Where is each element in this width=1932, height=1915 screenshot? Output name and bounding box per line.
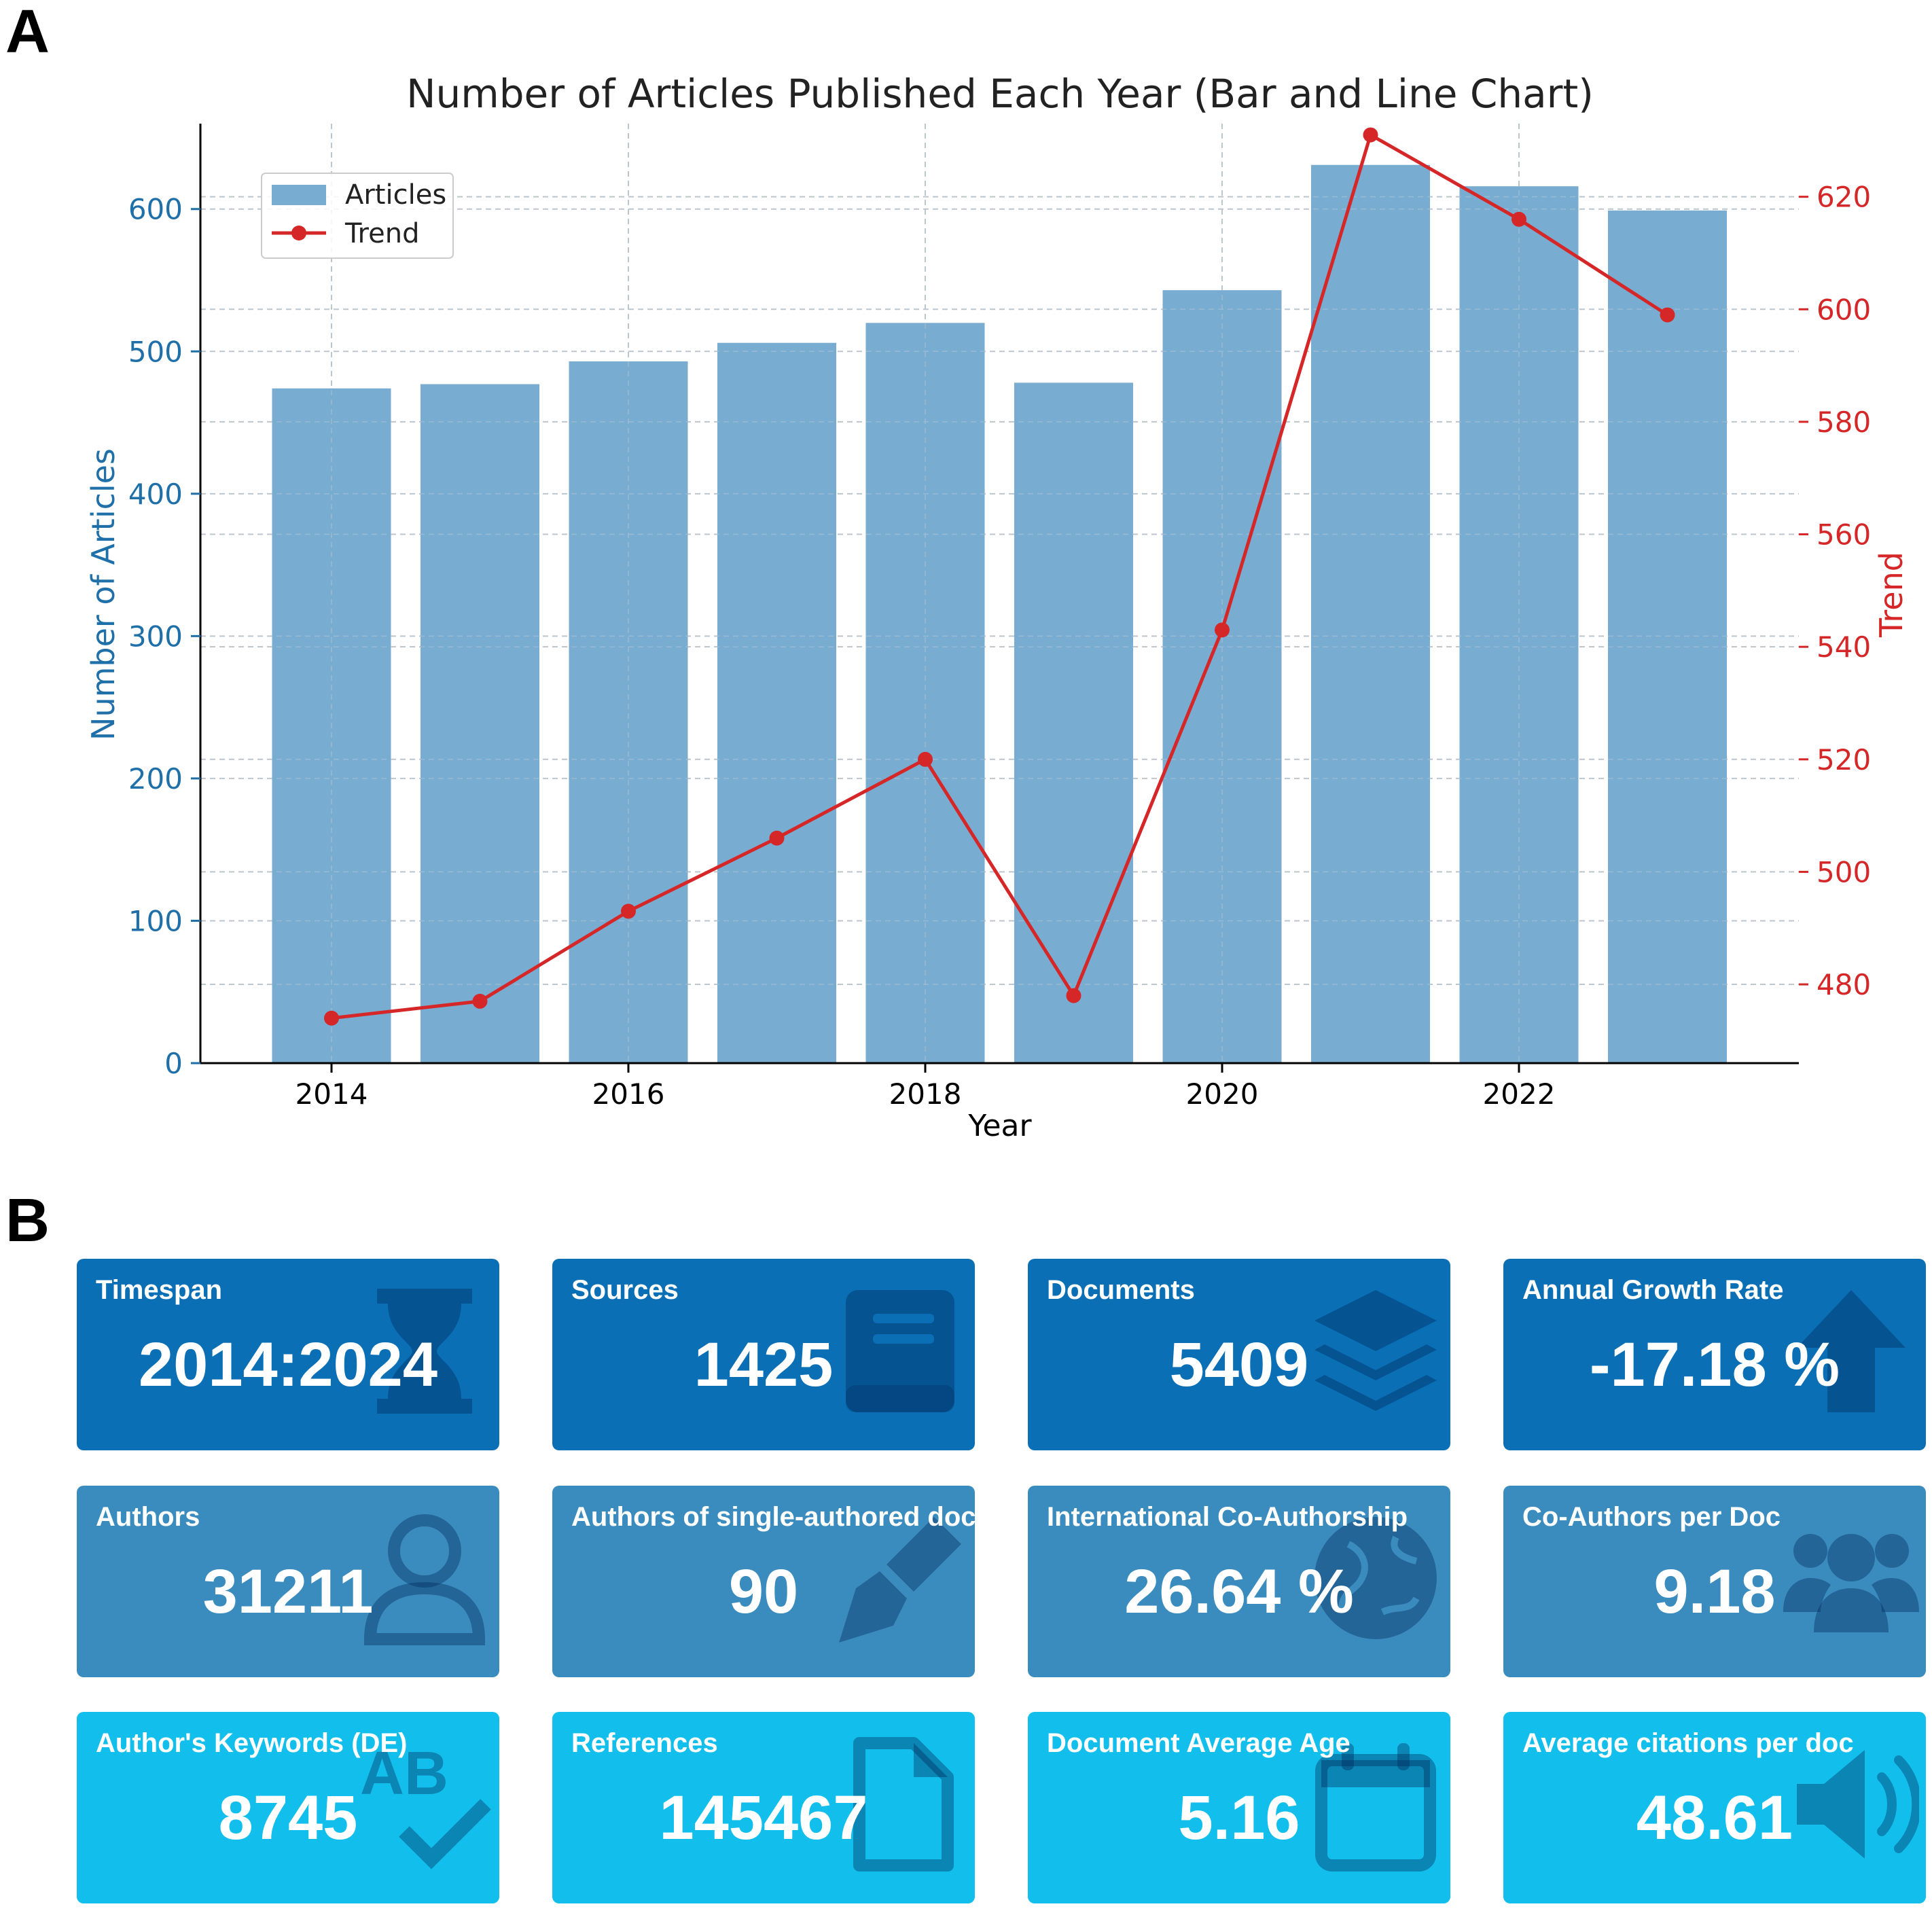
y-tick-label-right: 600 bbox=[1817, 293, 1871, 326]
stat-card-value: 90 bbox=[728, 1557, 799, 1626]
trend-point-2023 bbox=[1660, 307, 1675, 323]
x-axis-label: Year bbox=[967, 1109, 1032, 1143]
user-icon bbox=[357, 1510, 493, 1646]
y-tick-label-right: 540 bbox=[1817, 630, 1871, 664]
legend-label-trend: Trend bbox=[344, 218, 419, 249]
y-tick-label-left: 500 bbox=[128, 335, 183, 368]
y-axis-label-right: Trend bbox=[1873, 552, 1910, 638]
bar-2019 bbox=[1014, 382, 1133, 1063]
stat-card-documents: Documents 5409 bbox=[1028, 1259, 1450, 1450]
trend-point-2016 bbox=[621, 903, 636, 919]
trend-point-2022 bbox=[1511, 211, 1526, 227]
y-tick-label-left: 600 bbox=[128, 193, 183, 226]
trend-point-2020 bbox=[1215, 622, 1230, 638]
stat-card-label: Authors of single-authored docs bbox=[571, 1502, 975, 1532]
layers-icon bbox=[1308, 1283, 1444, 1419]
y-tick-label-right: 620 bbox=[1817, 181, 1871, 214]
file-icon bbox=[832, 1736, 968, 1872]
stat-card-label: Sources bbox=[571, 1275, 679, 1305]
book-icon bbox=[832, 1283, 968, 1419]
stat-card-value: 1425 bbox=[694, 1330, 834, 1399]
y-tick-label-right: 520 bbox=[1817, 743, 1871, 776]
y-tick-label-right: 560 bbox=[1817, 518, 1871, 552]
legend-swatch-articles bbox=[272, 185, 326, 205]
stat-card-label: Timespan bbox=[96, 1275, 222, 1305]
stat-card-label: Co-Authors per Doc bbox=[1522, 1502, 1781, 1532]
hourglass-icon bbox=[357, 1283, 493, 1419]
panel-label-b: B bbox=[5, 1187, 50, 1255]
bar-line-chart: 0 100 200 300 400 500 600 480 500 520 540 560 580 600… bbox=[85, 71, 1910, 1143]
stat-card-co-authors-per-doc: Co-Authors per Doc 9.18 bbox=[1503, 1486, 1926, 1677]
y-tick-label-left: 0 bbox=[164, 1047, 183, 1080]
panel-label-a: A bbox=[5, 0, 50, 66]
arrow-up-icon bbox=[1783, 1283, 1919, 1419]
stat-card-value: 145467 bbox=[659, 1783, 868, 1853]
stat-card-value: 31211 bbox=[202, 1557, 374, 1626]
stat-card-value: 48.61 bbox=[1636, 1783, 1793, 1853]
stat-card-value: -17.18 % bbox=[1589, 1330, 1840, 1399]
y-tick-label-right: 580 bbox=[1817, 406, 1871, 439]
stat-card-label: References bbox=[571, 1728, 718, 1758]
stat-card-value: 5409 bbox=[1169, 1330, 1309, 1399]
stat-card-value: 2014:2024 bbox=[139, 1330, 437, 1399]
svg-text:AB: AB bbox=[360, 1740, 448, 1808]
stat-card-value: 8745 bbox=[218, 1783, 358, 1853]
stat-card-authors: Authors 31211 bbox=[77, 1486, 499, 1677]
bar-2018 bbox=[865, 323, 985, 1063]
stat-card-label: Document Average Age bbox=[1047, 1728, 1350, 1758]
stat-card-label: Documents bbox=[1047, 1275, 1195, 1305]
users-icon bbox=[1783, 1510, 1919, 1646]
y-tick-label-right: 480 bbox=[1817, 968, 1871, 1001]
y-tick-label-left: 300 bbox=[128, 620, 183, 653]
stat-card-label: Annual Growth Rate bbox=[1522, 1275, 1784, 1305]
stat-card-label: Average citations per doc bbox=[1522, 1728, 1854, 1758]
stat-card-value: 26.64 % bbox=[1124, 1557, 1354, 1626]
stat-card-sources: Sources 1425 bbox=[552, 1259, 975, 1450]
x-tick-label: 2014 bbox=[296, 1077, 368, 1111]
pen-nib-icon bbox=[832, 1510, 968, 1646]
stat-card-author-s-keywords-de: AB Author's Keywords (DE) 8745 bbox=[77, 1712, 499, 1903]
y-tick-label-left: 200 bbox=[128, 762, 183, 795]
trend-point-2014 bbox=[324, 1010, 339, 1026]
bullhorn-icon bbox=[1783, 1736, 1922, 1872]
spell-check-icon: AB bbox=[357, 1736, 493, 1872]
chart-title: Number of Articles Published Each Year (… bbox=[406, 71, 1594, 117]
stat-card-label: Author's Keywords (DE) bbox=[96, 1728, 408, 1758]
stat-card-timespan: Timespan 2014:2024 bbox=[77, 1259, 499, 1450]
x-tick-label: 2016 bbox=[592, 1077, 665, 1111]
y-tick-label-left: 100 bbox=[128, 904, 183, 937]
trend-point-2019 bbox=[1066, 988, 1081, 1003]
x-tick-label: 2022 bbox=[1483, 1077, 1556, 1111]
legend-label-articles: Articles bbox=[345, 179, 446, 211]
trend-line bbox=[331, 132, 1668, 1020]
stat-card-label: International Co-Authorship bbox=[1047, 1502, 1408, 1532]
trend-point-2015 bbox=[472, 993, 488, 1009]
stat-card-international-co-authorship: International Co-Authorship 26.64 % bbox=[1028, 1486, 1450, 1677]
stat-card-references: References 145467 bbox=[552, 1712, 975, 1903]
stat-card-value: 5.16 bbox=[1178, 1783, 1300, 1853]
stat-card-authors-of-single-authored-docs: Authors of single-authored docs 90 bbox=[552, 1486, 975, 1677]
x-tick-label: 2020 bbox=[1186, 1077, 1259, 1111]
globe-icon bbox=[1308, 1510, 1444, 1646]
stat-card-value: 9.18 bbox=[1653, 1557, 1776, 1626]
y-axis-label-left: Number of Articles bbox=[85, 448, 122, 740]
x-tick-label: 2018 bbox=[889, 1077, 962, 1111]
legend-swatch-trend-marker bbox=[291, 226, 306, 240]
trend-point-2021 bbox=[1363, 127, 1378, 143]
trend-point-2018 bbox=[918, 751, 933, 767]
y-tick-label-left: 400 bbox=[128, 478, 183, 511]
y-tick-label-right: 500 bbox=[1817, 855, 1871, 889]
bar-2021 bbox=[1311, 164, 1430, 1063]
trend-point-2017 bbox=[769, 830, 785, 846]
bar-2017 bbox=[717, 342, 836, 1064]
stat-card-document-average-age: Document Average Age 5.16 bbox=[1028, 1712, 1450, 1903]
stat-card-annual-growth-rate: Annual Growth Rate -17.18 % bbox=[1503, 1259, 1926, 1450]
bar-2015 bbox=[421, 384, 539, 1063]
calendar-icon bbox=[1308, 1736, 1444, 1872]
stat-card-label: Authors bbox=[96, 1502, 200, 1532]
stat-card-average-citations-per-doc: Average citations per doc 48.61 bbox=[1503, 1712, 1926, 1903]
